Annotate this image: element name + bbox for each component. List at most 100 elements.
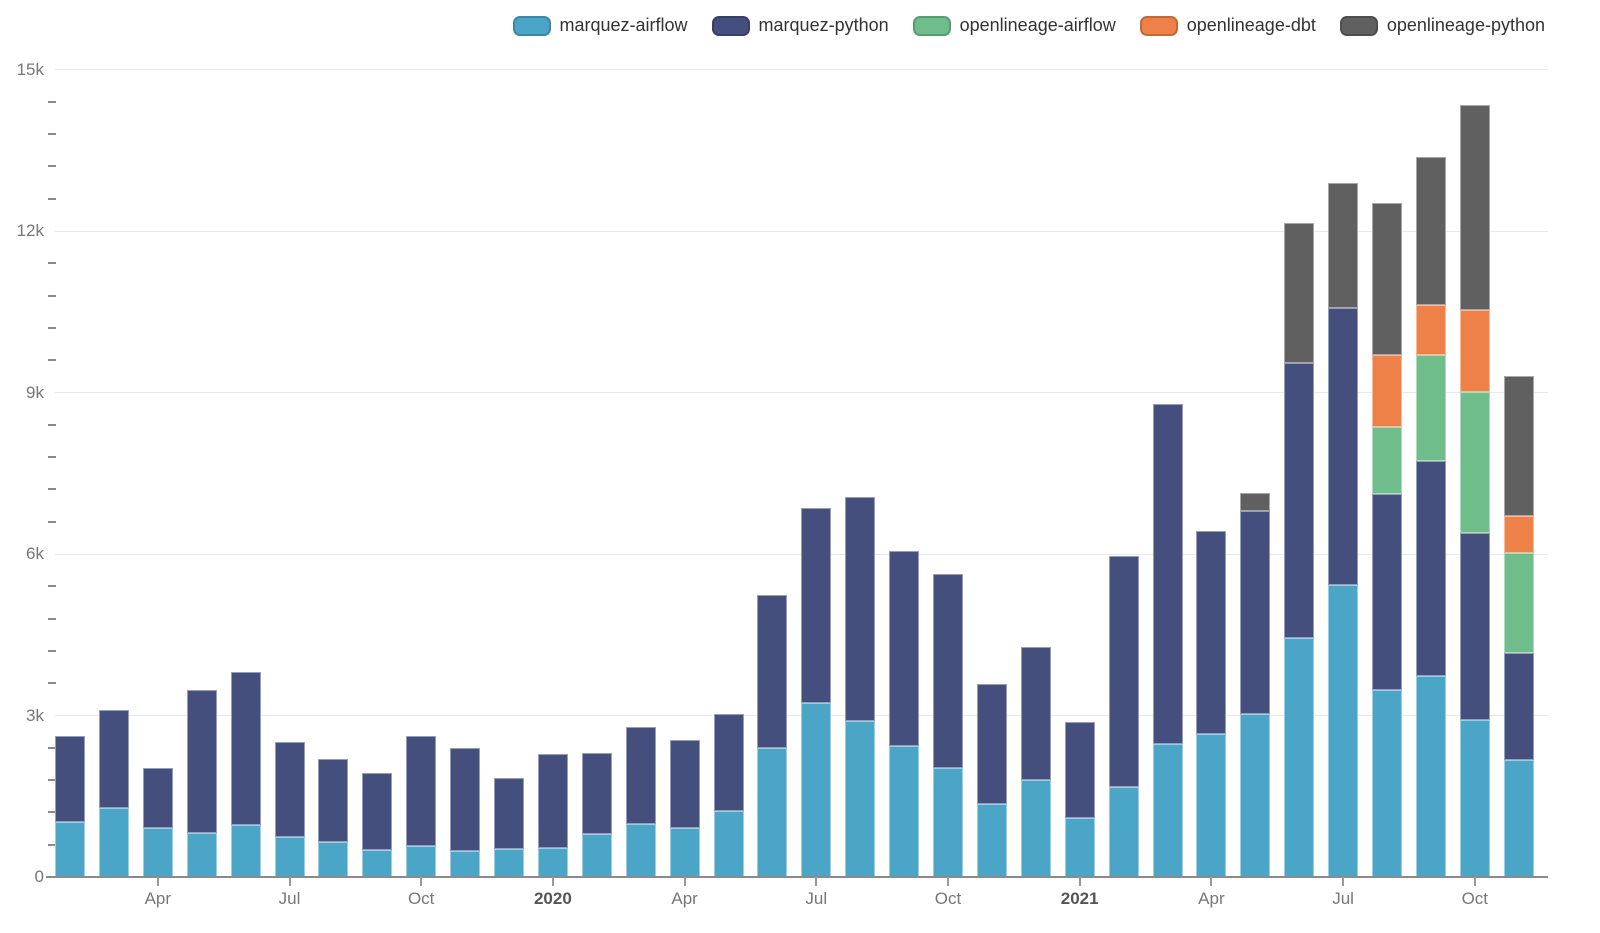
bar-segment-2021-06-marquez-airflow[interactable]: [1284, 638, 1315, 877]
bar-segment-2020-07-marquez-airflow[interactable]: [801, 703, 832, 877]
legend-item-openlineage-dbt[interactable]: openlineage-dbt: [1139, 15, 1316, 36]
bar-segment-2021-11-openlineage-dbt[interactable]: [1503, 515, 1534, 554]
bar-segment-2021-06-openlineage-python[interactable]: [1284, 222, 1315, 363]
bar-segment-2020-06-marquez-python[interactable]: [757, 595, 788, 748]
bar-segment-2020-11-marquez-airflow[interactable]: [976, 804, 1007, 877]
bar-segment-2019-07-marquez-python[interactable]: [274, 742, 305, 838]
bar-segment-2021-07-marquez-python[interactable]: [1328, 307, 1359, 585]
legend-item-openlineage-airflow[interactable]: openlineage-airflow: [912, 15, 1116, 36]
bar-segment-2020-04-marquez-python[interactable]: [669, 739, 700, 828]
legend-swatch-icon-marquez-python: [711, 15, 750, 36]
bar-segment-2021-09-marquez-python[interactable]: [1415, 460, 1446, 676]
bar-segment-2019-08-marquez-python[interactable]: [318, 759, 349, 843]
bar-segment-2021-03-marquez-python[interactable]: [1152, 404, 1183, 745]
bar-segment-2021-05-openlineage-python[interactable]: [1240, 492, 1271, 512]
bar-segment-2019-09-marquez-airflow[interactable]: [362, 849, 393, 877]
bar-segment-2021-05-marquez-airflow[interactable]: [1240, 713, 1271, 877]
bar-segment-2019-06-marquez-airflow[interactable]: [230, 824, 261, 877]
bar-segment-2020-04-marquez-airflow[interactable]: [669, 827, 700, 877]
bar-segment-2020-12-marquez-python[interactable]: [1020, 647, 1051, 781]
bar-segment-2020-03-marquez-airflow[interactable]: [625, 823, 656, 877]
x-axis-tick-apr: [1210, 877, 1213, 886]
bar-segment-2020-07-marquez-python[interactable]: [801, 507, 832, 704]
legend-item-marquez-python[interactable]: marquez-python: [711, 15, 889, 36]
bar-segment-2019-07-marquez-airflow[interactable]: [274, 837, 305, 877]
y-axis-minor-tick: [48, 197, 56, 200]
bar-segment-2021-11-openlineage-airflow[interactable]: [1503, 553, 1534, 653]
bar-segment-2021-01-marquez-airflow[interactable]: [1064, 817, 1095, 877]
bar-segment-2020-02-marquez-airflow[interactable]: [581, 833, 612, 877]
bar-segment-2020-05-marquez-python[interactable]: [713, 714, 744, 812]
x-axis-tick-apr: [156, 877, 159, 886]
bar-segment-2021-10-openlineage-python[interactable]: [1459, 104, 1490, 310]
bar-segment-2021-11-marquez-python[interactable]: [1503, 652, 1534, 760]
bar-segment-2019-08-marquez-airflow[interactable]: [318, 842, 349, 877]
x-axis-label-apr: Apr: [671, 889, 698, 908]
bar-segment-2019-06-marquez-python[interactable]: [230, 672, 261, 825]
bar-segment-2021-08-openlineage-airflow[interactable]: [1372, 427, 1402, 494]
y-axis-minor-tick: [48, 423, 56, 426]
bar-segment-2021-10-openlineage-airflow[interactable]: [1459, 391, 1490, 534]
bar-segment-2020-08-marquez-airflow[interactable]: [845, 720, 876, 877]
bar-segment-2021-10-marquez-airflow[interactable]: [1459, 720, 1490, 877]
bar-segment-2021-07-openlineage-python[interactable]: [1328, 183, 1359, 308]
bar-segment-2019-11-marquez-python[interactable]: [450, 747, 481, 851]
x-axis-line: [46, 876, 1548, 878]
bar-segment-2020-06-marquez-airflow[interactable]: [757, 747, 788, 877]
bar-segment-2019-10-marquez-python[interactable]: [406, 735, 437, 846]
bar-segment-2021-06-marquez-python[interactable]: [1284, 362, 1315, 639]
bar-segment-2021-09-openlineage-python[interactable]: [1415, 156, 1446, 305]
bar-segment-2020-09-marquez-airflow[interactable]: [889, 745, 920, 877]
bar-segment-2021-05-marquez-python[interactable]: [1240, 511, 1271, 714]
x-axis-label-jul: Jul: [278, 889, 301, 908]
bar-segment-2021-01-marquez-python[interactable]: [1064, 721, 1095, 818]
y-axis-minor-tick: [48, 294, 56, 297]
bar-segment-2020-10-marquez-airflow[interactable]: [933, 768, 963, 877]
bar-segment-2021-09-openlineage-dbt[interactable]: [1415, 304, 1446, 355]
legend-swatch-icon-openlineage-dbt: [1139, 15, 1178, 36]
bar-segment-2021-08-marquez-airflow[interactable]: [1372, 689, 1402, 877]
bar-segment-2021-08-openlineage-python[interactable]: [1372, 202, 1402, 355]
bar-segment-2021-07-marquez-airflow[interactable]: [1328, 584, 1359, 877]
bar-segment-2021-09-openlineage-airflow[interactable]: [1415, 354, 1446, 461]
bar-segment-2020-12-marquez-airflow[interactable]: [1020, 780, 1051, 877]
bar-segment-2021-04-marquez-python[interactable]: [1196, 531, 1227, 735]
bar-segment-2020-09-marquez-python[interactable]: [889, 550, 920, 746]
bar-segment-2021-02-marquez-python[interactable]: [1108, 556, 1139, 788]
bar-segment-2020-03-marquez-python[interactable]: [625, 727, 656, 824]
bar-segment-2019-04-marquez-python[interactable]: [142, 767, 173, 829]
bar-segment-2019-11-marquez-airflow[interactable]: [450, 850, 481, 877]
bar-segment-2021-11-openlineage-python[interactable]: [1503, 376, 1534, 516]
bar-segment-2020-01-marquez-python[interactable]: [537, 753, 568, 848]
bar-segment-2020-10-marquez-python[interactable]: [933, 574, 963, 769]
bar-segment-2019-12-marquez-airflow[interactable]: [494, 849, 524, 877]
bar-segment-2019-03-marquez-python[interactable]: [98, 710, 129, 808]
bar-segment-2020-02-marquez-python[interactable]: [581, 752, 612, 834]
bar-segment-2021-08-openlineage-dbt[interactable]: [1372, 354, 1402, 428]
bar-segment-2021-02-marquez-airflow[interactable]: [1108, 787, 1139, 877]
legend-item-marquez-airflow[interactable]: marquez-airflow: [512, 15, 688, 36]
bar-segment-2020-08-marquez-python[interactable]: [845, 496, 876, 721]
bar-segment-2019-05-marquez-python[interactable]: [186, 690, 217, 834]
bar-segment-2019-04-marquez-airflow[interactable]: [142, 828, 173, 877]
bar-segment-2021-03-marquez-airflow[interactable]: [1152, 744, 1183, 877]
bar-segment-2021-11-marquez-airflow[interactable]: [1503, 759, 1534, 877]
x-axis-label-apr: Apr: [1198, 889, 1225, 908]
bar-segment-2019-10-marquez-airflow[interactable]: [406, 845, 437, 877]
bar-segment-2021-04-marquez-airflow[interactable]: [1196, 734, 1227, 877]
bar-segment-2021-10-marquez-python[interactable]: [1459, 533, 1490, 721]
bar-segment-2021-09-marquez-airflow[interactable]: [1415, 675, 1446, 877]
bar-segment-2019-02-marquez-python[interactable]: [55, 736, 85, 822]
bar-segment-2019-09-marquez-python[interactable]: [362, 773, 393, 850]
bar-segment-2020-11-marquez-python[interactable]: [976, 684, 1007, 805]
bar-segment-2021-08-marquez-python[interactable]: [1372, 493, 1402, 690]
bar-segment-2020-01-marquez-airflow[interactable]: [537, 847, 568, 877]
legend-item-openlineage-python[interactable]: openlineage-python: [1339, 15, 1545, 36]
bar-segment-2019-12-marquez-python[interactable]: [494, 777, 524, 849]
bar-segment-2020-05-marquez-airflow[interactable]: [713, 811, 744, 877]
bar-segment-2019-03-marquez-airflow[interactable]: [98, 807, 129, 877]
bar-segment-2019-02-marquez-airflow[interactable]: [55, 821, 85, 877]
bar-segment-2019-05-marquez-airflow[interactable]: [186, 833, 217, 877]
y-axis-minor-tick: [48, 811, 56, 814]
bar-segment-2021-10-openlineage-dbt[interactable]: [1459, 309, 1490, 392]
